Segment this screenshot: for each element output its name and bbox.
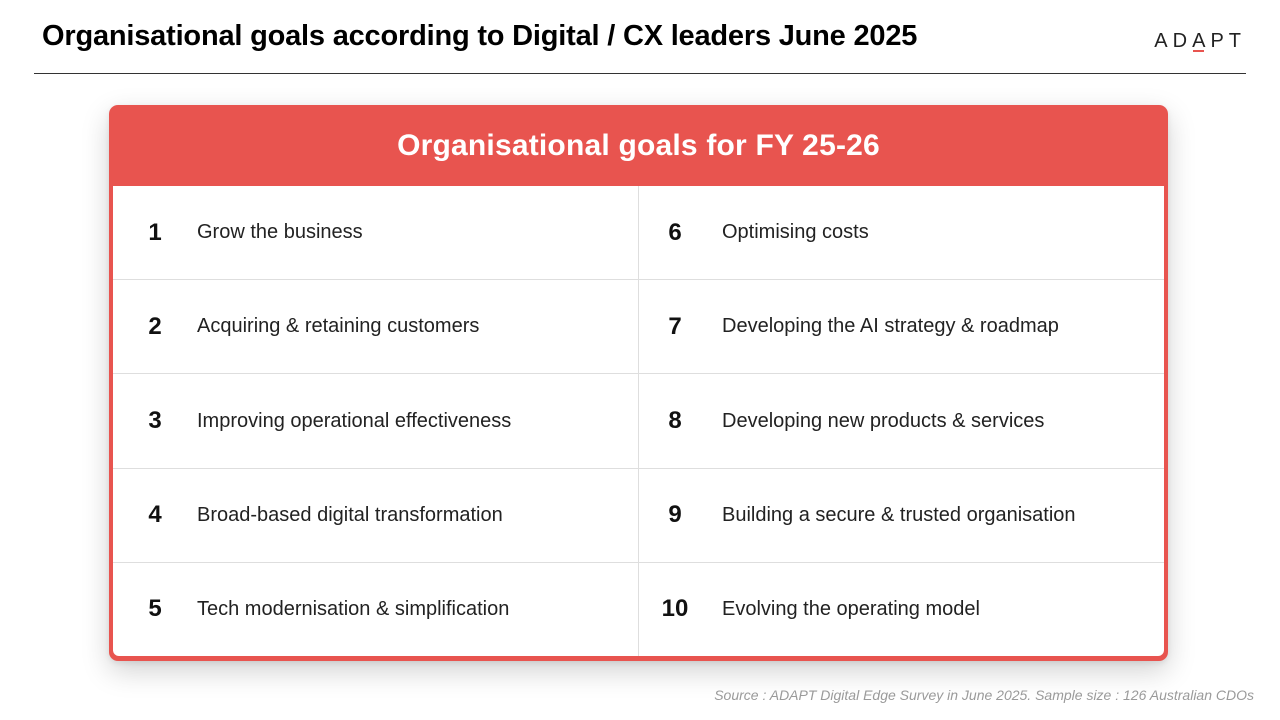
goal-row-5: 5 Tech modernisation & simplification xyxy=(113,563,638,656)
goal-text: Improving operational effectiveness xyxy=(197,409,512,432)
goal-number: 5 xyxy=(148,595,162,623)
goal-text: Optimising costs xyxy=(722,221,869,244)
goal-number: 7 xyxy=(668,312,682,340)
goal-text: Acquiring & retaining customers xyxy=(197,315,480,338)
goal-text: Building a secure & trusted organisation xyxy=(722,503,1076,526)
goal-row-10: 10 Evolving the operating model xyxy=(639,563,1164,656)
goals-column-left: 1 Grow the business 2 Acquiring & retain… xyxy=(113,186,638,656)
goal-number: 10 xyxy=(661,595,689,623)
logo-text-accent: A xyxy=(1192,30,1211,52)
goal-row-7: 7 Developing the AI strategy & roadmap xyxy=(639,280,1164,375)
card-title: Organisational goals for FY 25-26 xyxy=(397,129,880,162)
goal-number: 2 xyxy=(148,312,162,340)
goal-row-6: 6 Optimising costs xyxy=(639,186,1164,281)
goal-number: 4 xyxy=(148,501,162,529)
goal-number: 1 xyxy=(148,218,162,246)
source-note: Source : ADAPT Digital Edge Survey in Ju… xyxy=(714,687,1254,703)
goal-text: Broad-based digital transformation xyxy=(197,503,503,526)
logo-text-start: AD xyxy=(1154,30,1193,52)
goals-table: 1 Grow the business 2 Acquiring & retain… xyxy=(113,186,1164,656)
goal-text: Developing new products & services xyxy=(722,409,1045,432)
goal-row-9: 9 Building a secure & trusted organisati… xyxy=(639,469,1164,563)
header-divider xyxy=(34,73,1246,74)
goal-row-1: 1 Grow the business xyxy=(113,186,638,281)
goal-number: 8 xyxy=(668,407,682,434)
goal-row-3: 3 Improving operational effectiveness xyxy=(113,374,638,469)
goal-row-4: 4 Broad-based digital transformation xyxy=(113,469,638,563)
goal-text: Evolving the operating model xyxy=(722,597,980,620)
logo-text-end: PT xyxy=(1210,30,1246,52)
goal-text: Grow the business xyxy=(197,221,363,244)
goal-row-8: 8 Developing new products & services xyxy=(639,374,1164,469)
goals-card: Organisational goals for FY 25-26 1 Grow… xyxy=(109,105,1168,661)
goal-number: 9 xyxy=(668,501,682,529)
goal-text: Developing the AI strategy & roadmap xyxy=(722,315,1059,338)
goal-number: 6 xyxy=(668,218,682,246)
goal-text: Tech modernisation & simplification xyxy=(197,597,510,620)
goals-column-right: 6 Optimising costs 7 Developing the AI s… xyxy=(638,186,1164,656)
adapt-logo: ADAPT xyxy=(1154,30,1246,53)
goal-row-2: 2 Acquiring & retaining customers xyxy=(113,280,638,375)
goal-number: 3 xyxy=(148,407,162,434)
page-title: Organisational goals according to Digita… xyxy=(42,20,918,52)
